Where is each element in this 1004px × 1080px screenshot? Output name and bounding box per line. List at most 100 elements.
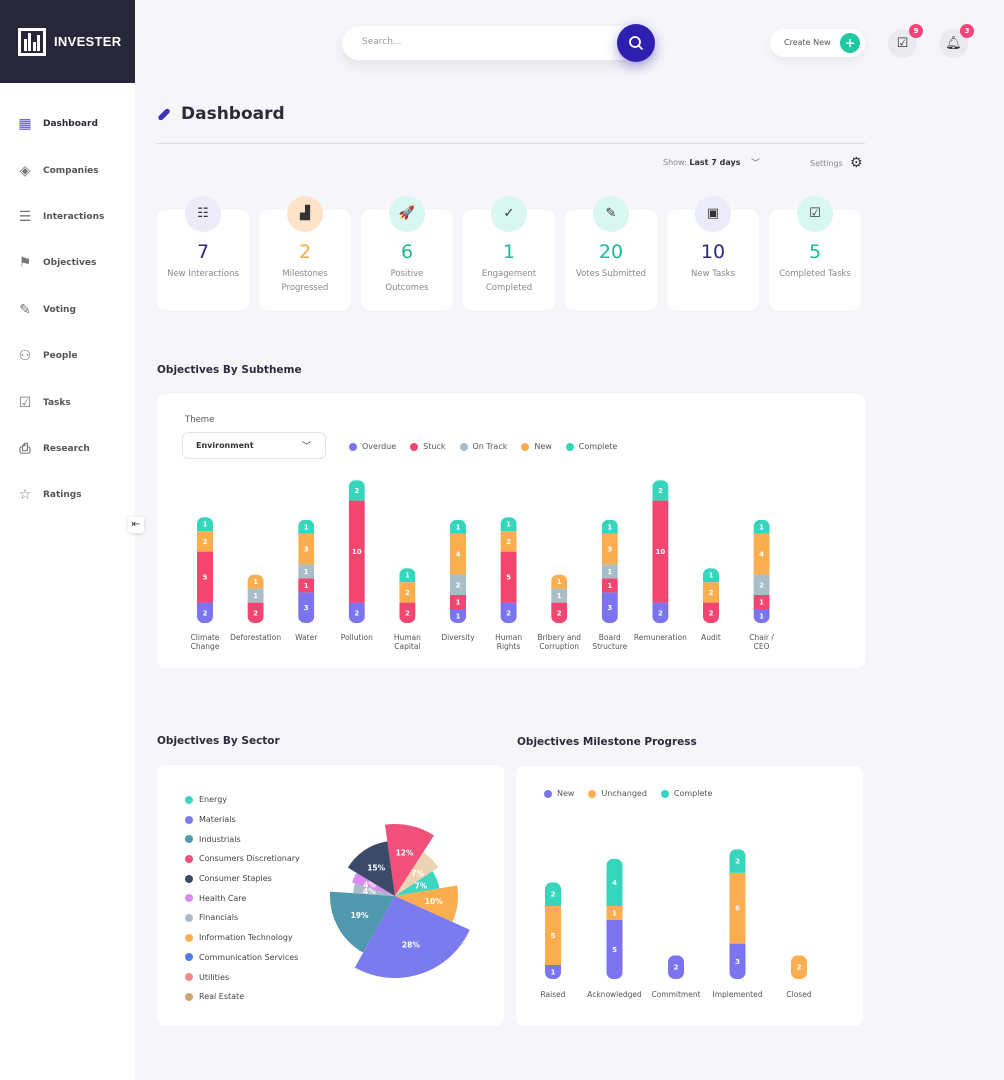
pie-slice[interactable]	[353, 883, 395, 896]
bar-segment-overdue[interactable]	[601, 592, 618, 623]
bar-segment-complete[interactable]	[729, 849, 746, 873]
bar-segment-stuck[interactable]	[703, 602, 719, 623]
data-label: 1	[557, 578, 562, 586]
pie-slice[interactable]	[354, 896, 470, 978]
bar-segment-new[interactable]	[601, 533, 618, 565]
bar-segment-complete[interactable]	[703, 568, 719, 583]
bar-segment-complete[interactable]	[197, 517, 213, 532]
sidebar-item-research[interactable]: ⎙ Research	[0, 426, 135, 472]
bar-segment-overdue[interactable]	[450, 609, 466, 623]
kpi-card[interactable]: ✎ 20 Votes Submitted	[565, 196, 657, 310]
kpi-card[interactable]: 🚀 6 Positive Outcomes	[361, 196, 453, 310]
bar-stack: 2 5 2 1	[197, 517, 213, 623]
bar-segment-new[interactable]	[399, 582, 416, 603]
bar-segment-complete[interactable]	[601, 519, 618, 534]
bar-segment-stuck[interactable]	[298, 578, 315, 593]
bar-segment-complete[interactable]	[500, 517, 517, 532]
settings-link[interactable]: Settings	[810, 159, 843, 168]
bar-segment-complete[interactable]	[652, 480, 669, 501]
chevron-down-icon[interactable]: ﹀	[751, 159, 761, 169]
pie-slice[interactable]	[384, 824, 434, 896]
bar-segment-on-track[interactable]	[551, 588, 568, 603]
sidebar-item-dashboard[interactable]: ▦ Dashboard	[0, 101, 135, 147]
bar-segment-new[interactable]	[500, 531, 517, 552]
gear-icon[interactable]: ⚙	[850, 155, 863, 171]
date-range-select[interactable]: Show: Last 7 days	[663, 158, 740, 167]
bar-segment-on-track[interactable]	[298, 564, 315, 579]
bar-segment-unchanged[interactable]	[606, 906, 623, 920]
slice-label: 4%	[363, 887, 376, 896]
bar-segment-on-track[interactable]	[601, 564, 618, 579]
bar-segment-on-track[interactable]	[753, 574, 770, 595]
bar-segment-overdue[interactable]	[753, 609, 770, 623]
bar-segment-stuck[interactable]	[652, 500, 669, 603]
bar-segment-overdue[interactable]	[348, 602, 365, 623]
slice-label: 4%	[363, 881, 376, 890]
kpi-card[interactable]: ✓ 1 Engagement Completed	[463, 196, 555, 310]
bar-segment-stuck[interactable]	[753, 595, 770, 609]
search-button[interactable]	[617, 24, 655, 62]
bar-segment-new[interactable]	[729, 943, 746, 979]
sidebar-item-companies[interactable]: ◈ Companies	[0, 147, 135, 193]
sidebar-item-ratings[interactable]: ☆ Ratings	[0, 472, 135, 518]
bar-segment-complete[interactable]	[450, 519, 466, 534]
sidebar-item-interactions[interactable]: ☰ Interactions	[0, 194, 135, 240]
collapse-sidebar-icon[interactable]: ⇤	[128, 517, 144, 533]
pie-slice[interactable]	[395, 871, 440, 896]
bar-segment-new[interactable]	[668, 955, 684, 979]
tasks-button[interactable]: ☑ 9	[888, 24, 923, 58]
kpi-card[interactable]: ☑ 5 Completed Tasks	[769, 196, 861, 310]
bar-segment-overdue[interactable]	[500, 602, 517, 623]
bar-segment-unchanged[interactable]	[791, 955, 807, 979]
bar-segment-new[interactable]	[197, 531, 213, 552]
pie-slice[interactable]	[352, 872, 395, 896]
bar-segment-stuck[interactable]	[601, 578, 618, 593]
bar-segment-stuck[interactable]	[500, 551, 517, 603]
sidebar-item-objectives[interactable]: ⚑ Objectives	[0, 240, 135, 286]
bar-segment-complete[interactable]	[298, 519, 315, 534]
bar-segment-new[interactable]	[606, 920, 623, 979]
bar-segment-overdue[interactable]	[652, 602, 669, 623]
sidebar-item-people[interactable]: ⚇ People	[0, 333, 135, 379]
bar-segment-new[interactable]	[551, 574, 568, 589]
bar-segment-stuck[interactable]	[348, 500, 365, 603]
sidebar-item-tasks[interactable]: ☑ Tasks	[0, 379, 135, 425]
pie-slice[interactable]	[347, 841, 395, 896]
bar-segment-stuck[interactable]	[399, 602, 416, 623]
bar-segment-overdue[interactable]	[197, 602, 213, 623]
kpi-card[interactable]: ▣ 10 New Tasks	[667, 196, 759, 310]
bar-segment-complete[interactable]	[348, 480, 365, 501]
bar-segment-stuck[interactable]	[247, 602, 264, 623]
pie-slice[interactable]	[395, 852, 439, 896]
kpi-card[interactable]: ▟ 2 Milestones Progressed	[259, 196, 351, 310]
bar-segment-complete[interactable]	[753, 519, 770, 534]
search-input[interactable]: Search...	[342, 26, 652, 60]
bar-segment-complete[interactable]	[399, 568, 416, 583]
bar-segment-unchanged[interactable]	[729, 872, 746, 944]
bar-segment-new[interactable]	[545, 965, 561, 979]
bar-segment-complete[interactable]	[606, 858, 623, 906]
bar-segment-new[interactable]	[450, 533, 466, 575]
notifications-button[interactable]: 🔔︎ 3	[939, 24, 974, 58]
legend-swatch	[185, 953, 193, 962]
bar-segment-unchanged[interactable]	[545, 906, 561, 965]
pie-slice[interactable]	[395, 885, 458, 922]
create-new-button[interactable]: Create New +	[770, 29, 865, 57]
kpi-card[interactable]: ☷ 7 New Interactions	[157, 196, 249, 310]
bar-segment-new[interactable]	[298, 533, 315, 565]
bar-segment-stuck[interactable]	[450, 595, 466, 609]
bar-segment-on-track[interactable]	[247, 588, 264, 603]
bar-segment-on-track[interactable]	[450, 574, 466, 595]
sidebar-item-voting[interactable]: ✎ Voting	[0, 287, 135, 333]
bar-stack: 3 1 1 3 1	[298, 519, 315, 623]
bar-segment-new[interactable]	[753, 533, 770, 575]
bar-segment-stuck[interactable]	[197, 551, 213, 603]
bar-segment-stuck[interactable]	[551, 602, 568, 623]
theme-select[interactable]: Environment ﹀	[182, 432, 326, 459]
bar-segment-new[interactable]	[703, 582, 719, 603]
bar-segment-new[interactable]	[247, 574, 264, 589]
bar-segment-complete[interactable]	[545, 882, 561, 906]
logo[interactable]: INVESTER	[0, 0, 135, 83]
bar-segment-overdue[interactable]	[298, 592, 315, 623]
pie-slice[interactable]	[330, 891, 395, 953]
